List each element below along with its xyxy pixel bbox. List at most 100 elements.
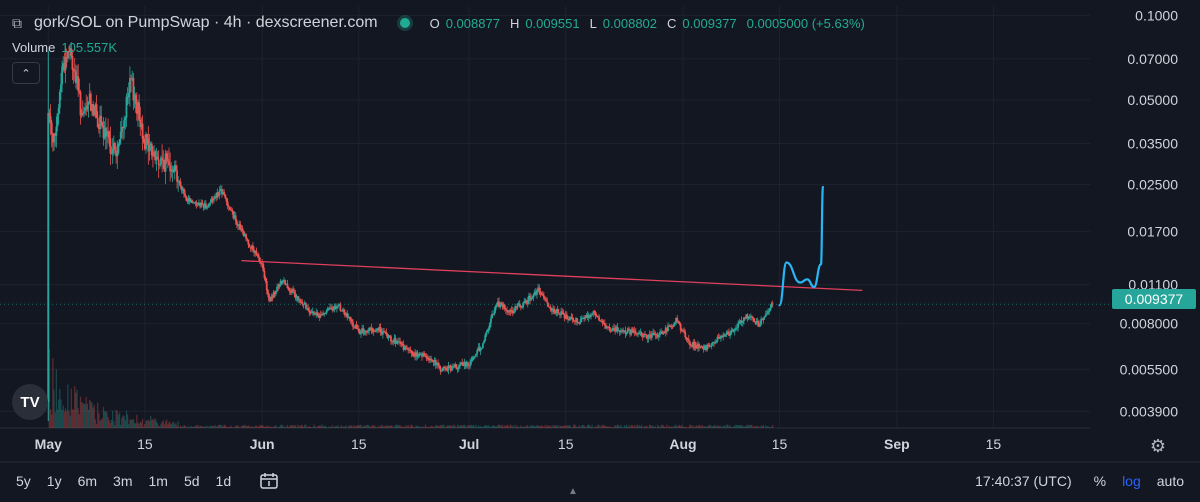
volume-bar: [350, 426, 352, 428]
volume-bar: [251, 426, 253, 428]
candle-body: [88, 93, 91, 102]
utc-clock[interactable]: 17:40:37 (UTC): [975, 473, 1072, 489]
chart-grid: [0, 6, 1200, 463]
volume-bar: [460, 425, 462, 428]
volume-bar: [532, 425, 535, 428]
tradingview-logo[interactable]: TV: [12, 384, 48, 420]
settings-gear-icon[interactable]: ⚙: [1149, 436, 1167, 456]
candle-body: [385, 332, 388, 335]
candle-body: [529, 295, 531, 301]
volume-bar: [178, 427, 180, 428]
compare-symbol-icon[interactable]: ⧉: [12, 15, 22, 31]
volume-bar: [401, 426, 404, 428]
candle-body: [621, 330, 623, 332]
candle-body: [608, 326, 611, 331]
range-6m-button[interactable]: 6m: [77, 473, 98, 489]
candle-body: [381, 331, 384, 335]
candle-body: [583, 317, 585, 319]
percent-scale-toggle[interactable]: %: [1093, 473, 1107, 489]
volume-bar: [755, 425, 758, 428]
candle-body: [337, 305, 339, 307]
candle-body: [161, 157, 164, 160]
candle-body: [766, 313, 768, 315]
candle-body: [306, 308, 308, 310]
volume-bar: [666, 424, 668, 428]
volume-bar: [626, 424, 628, 428]
range-1d-button[interactable]: 1d: [215, 473, 232, 489]
candle-body: [302, 304, 305, 306]
candle-body: [69, 48, 72, 52]
volume-bar: [437, 425, 439, 428]
candle-body: [308, 310, 311, 313]
candle-body: [448, 365, 451, 368]
candle-body: [127, 93, 130, 98]
candle-body: [516, 305, 519, 309]
volume-bar: [508, 426, 510, 428]
volume-bar: [659, 427, 661, 428]
volume-bar: [354, 426, 356, 428]
candle-body: [204, 203, 207, 209]
price-axis[interactable]: 0.1000 0.07000 0.05000 0.03500 0.02500 0.0170…: [1120, 7, 1179, 419]
volume-bar: [146, 420, 148, 428]
range-5y-button[interactable]: 5y: [16, 473, 31, 489]
volume-bar: [443, 424, 445, 428]
volume-bar: [123, 416, 125, 428]
volume-bar: [592, 427, 594, 428]
volume-bar: [91, 402, 93, 428]
candle-body: [129, 78, 131, 94]
volume-bar: [627, 426, 629, 428]
volume-bar: [536, 425, 538, 428]
candle-body: [685, 337, 688, 341]
candle-body: [588, 315, 591, 317]
volume-bar: [516, 426, 519, 428]
candle-body: [355, 325, 358, 329]
volume-bar: [107, 416, 109, 428]
volume-bar: [114, 425, 116, 428]
volume-bar: [397, 425, 399, 428]
candle-body: [670, 326, 673, 328]
range-1y-button[interactable]: 1y: [46, 473, 62, 489]
log-scale-toggle[interactable]: log: [1122, 473, 1141, 489]
volume-bar: [77, 408, 79, 428]
volume-bar: [603, 424, 605, 428]
volume-bar: [538, 425, 540, 428]
volume-bar: [606, 426, 608, 428]
candle-body: [562, 312, 565, 315]
candle-body: [340, 310, 343, 312]
collapse-legend-button[interactable]: ⌃: [12, 62, 40, 84]
candle-body: [475, 353, 477, 357]
candle-body: [703, 345, 706, 350]
candle-body: [125, 96, 128, 118]
candle-body: [372, 330, 375, 332]
candle-body: [257, 255, 260, 258]
candle-body: [281, 280, 284, 284]
candle-body: [714, 342, 717, 344]
range-3m-button[interactable]: 3m: [113, 473, 133, 489]
candle-body: [733, 329, 736, 332]
candle-body: [65, 57, 68, 59]
candle-body: [709, 346, 712, 348]
range-1m-button[interactable]: 1m: [148, 473, 168, 489]
candle-body: [232, 211, 235, 219]
candle-body: [268, 294, 270, 301]
candlesticks: [47, 42, 774, 422]
volume-bar: [353, 425, 355, 428]
volume-bar: [369, 426, 371, 428]
volume-bar: [82, 403, 84, 428]
candle-body: [332, 309, 335, 311]
candle-body: [238, 224, 241, 227]
time-axis[interactable]: May 15 Jun 15 Jul 15 Aug 15 Sep 15: [35, 436, 1002, 452]
volume-bar: [569, 425, 571, 428]
candle-body: [484, 335, 487, 341]
scroll-up-arrow-icon[interactable]: ▲: [568, 486, 578, 497]
calendar-icon[interactable]: [259, 471, 279, 491]
candle-body: [214, 196, 216, 199]
volume-bar: [558, 427, 560, 428]
auto-scale-toggle[interactable]: auto: [1156, 473, 1184, 489]
volume-bar: [64, 408, 67, 428]
candle-body: [530, 297, 533, 301]
range-5d-button[interactable]: 5d: [183, 473, 200, 489]
candle-body: [54, 133, 57, 136]
candle-body: [145, 133, 147, 150]
